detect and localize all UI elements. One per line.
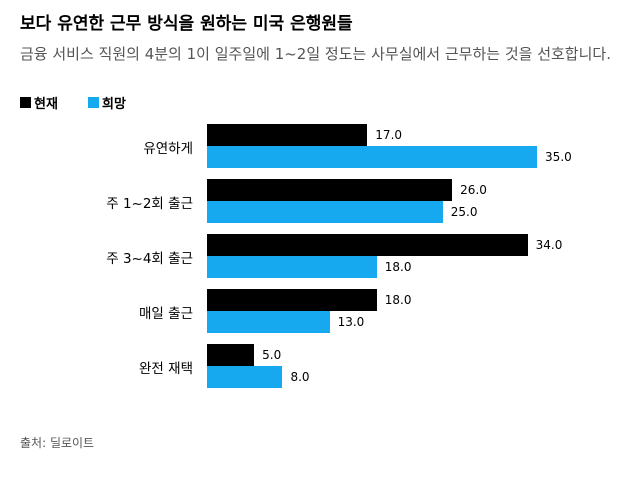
legend-item: 희망 bbox=[88, 93, 126, 112]
category-label: 유연하게 bbox=[143, 141, 193, 157]
legend-item: 현재 bbox=[20, 93, 58, 112]
value-label: 13.0 bbox=[337, 315, 365, 329]
source-note: 출처: 딜로이트 bbox=[20, 436, 95, 450]
legend-swatch bbox=[88, 97, 99, 108]
legend-swatch bbox=[20, 97, 31, 108]
bar bbox=[207, 146, 538, 168]
value-label: 5.0 bbox=[262, 348, 282, 362]
chart-title: 보다 유연한 근무 방식을 원하는 미국 은행원들 bbox=[20, 14, 353, 34]
bar bbox=[207, 311, 330, 333]
bar bbox=[207, 124, 368, 146]
value-label: 35.0 bbox=[545, 150, 572, 164]
category-label: 매일 출근 bbox=[139, 306, 193, 322]
category-label: 완전 재택 bbox=[139, 361, 193, 377]
value-label: 18.0 bbox=[384, 260, 412, 274]
bar bbox=[207, 366, 283, 388]
legend-label: 현재 bbox=[34, 97, 58, 112]
value-label: 26.0 bbox=[460, 183, 487, 197]
value-label: 18.0 bbox=[384, 293, 412, 307]
value-label: 8.0 bbox=[290, 370, 310, 384]
bar bbox=[207, 201, 443, 223]
bar bbox=[207, 256, 377, 278]
category-label: 주 1~2회 출근 bbox=[106, 196, 193, 212]
bar bbox=[207, 344, 255, 366]
category-label: 주 3~4회 출근 bbox=[106, 251, 193, 267]
value-label: 17.0 bbox=[375, 128, 403, 142]
chart-subtitle: 금융 서비스 직원의 4분의 1이 일주일에 1~2일 정도는 사무실에서 근무… bbox=[20, 45, 611, 63]
legend-label: 희망 bbox=[102, 97, 126, 112]
bar bbox=[207, 179, 453, 201]
value-label: 25.0 bbox=[450, 205, 478, 219]
bar bbox=[207, 289, 377, 311]
bar bbox=[207, 234, 528, 256]
value-label: 34.0 bbox=[535, 238, 563, 252]
